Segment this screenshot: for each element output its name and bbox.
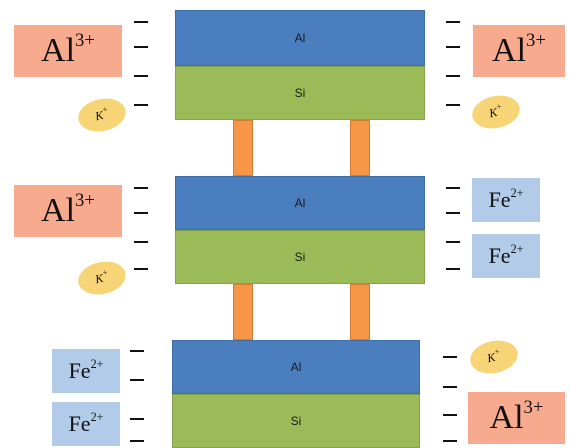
charge-dash xyxy=(134,75,148,77)
charge-dash xyxy=(446,268,460,270)
ion-charge: 3+ xyxy=(526,29,546,51)
ion-charge: + xyxy=(101,267,109,278)
ion-charge: + xyxy=(495,101,503,112)
charge-dash xyxy=(134,104,148,106)
charge-dash xyxy=(443,414,457,416)
charge-dash xyxy=(130,418,144,420)
ion-charge: 2+ xyxy=(90,409,104,424)
charge-dash xyxy=(130,350,144,352)
charge-dash xyxy=(446,21,460,23)
al-layer-label: Al xyxy=(294,31,306,45)
sheet3-al-layer: Al xyxy=(172,340,420,394)
pillar-right-2 xyxy=(350,284,370,340)
sheet3-si-layer: Si xyxy=(172,394,420,448)
k-ion: K + xyxy=(469,91,523,133)
charge-dash xyxy=(134,21,148,23)
sheet1-al-layer: Al xyxy=(175,10,425,66)
ion-symbol: Al xyxy=(41,32,76,69)
k-ion: K + xyxy=(75,94,129,136)
fe-ion: Fe 2+ xyxy=(52,349,120,393)
al-ion: Al 3+ xyxy=(14,25,122,77)
si-layer-label: Si xyxy=(294,86,306,100)
sheet2-si-layer: Si xyxy=(175,230,425,284)
charge-dash xyxy=(134,46,148,48)
ion-charge: 3+ xyxy=(75,29,95,51)
pillar-left-1 xyxy=(233,120,253,176)
charge-dash xyxy=(134,212,148,214)
al-layer-label: Al xyxy=(294,196,306,210)
al-ion: Al 3+ xyxy=(14,185,122,237)
pillar-right-1 xyxy=(350,120,370,176)
charge-dash xyxy=(134,268,148,270)
ion-charge: 2+ xyxy=(510,241,524,256)
pillar-left-2 xyxy=(233,284,253,340)
charge-dash xyxy=(446,75,460,77)
ion-symbol: Al xyxy=(41,192,76,229)
ion-symbol: Al xyxy=(489,399,524,436)
si-layer-label: Si xyxy=(290,414,302,428)
charge-dash xyxy=(130,440,144,442)
charge-dash xyxy=(443,356,457,358)
si-layer-label: Si xyxy=(294,250,306,264)
charge-dash xyxy=(443,386,457,388)
charge-dash xyxy=(130,379,144,381)
ion-charge: 2+ xyxy=(90,356,104,371)
al-layer-label: Al xyxy=(290,360,302,374)
al-ion: Al 3+ xyxy=(468,392,565,444)
charge-dash xyxy=(446,104,460,106)
fe-ion: Fe 2+ xyxy=(472,234,540,278)
ion-charge: 2+ xyxy=(510,185,524,200)
ion-charge: 3+ xyxy=(75,189,95,211)
ion-symbol: Fe xyxy=(488,243,511,268)
charge-dash xyxy=(446,241,460,243)
sheet1-si-layer: Si xyxy=(175,66,425,120)
ion-charge: 3+ xyxy=(523,396,544,418)
charge-dash xyxy=(446,212,460,214)
charge-dash xyxy=(446,187,460,189)
ion-charge: + xyxy=(493,346,501,357)
charge-dash xyxy=(134,241,148,243)
ion-symbol: Fe xyxy=(68,358,91,383)
al-ion: Al 3+ xyxy=(473,25,565,77)
charge-dash xyxy=(134,187,148,189)
k-ion: K + xyxy=(75,257,129,299)
ion-charge: + xyxy=(101,104,109,115)
charge-dash xyxy=(446,46,460,48)
ion-symbol: Fe xyxy=(488,187,511,212)
fe-ion: Fe 2+ xyxy=(52,402,120,446)
k-ion: K + xyxy=(467,336,521,378)
fe-ion: Fe 2+ xyxy=(472,178,540,222)
sheet2-al-layer: Al xyxy=(175,176,425,230)
ion-symbol: Al xyxy=(492,32,527,69)
ion-symbol: Fe xyxy=(68,411,91,436)
charge-dash xyxy=(443,440,457,442)
